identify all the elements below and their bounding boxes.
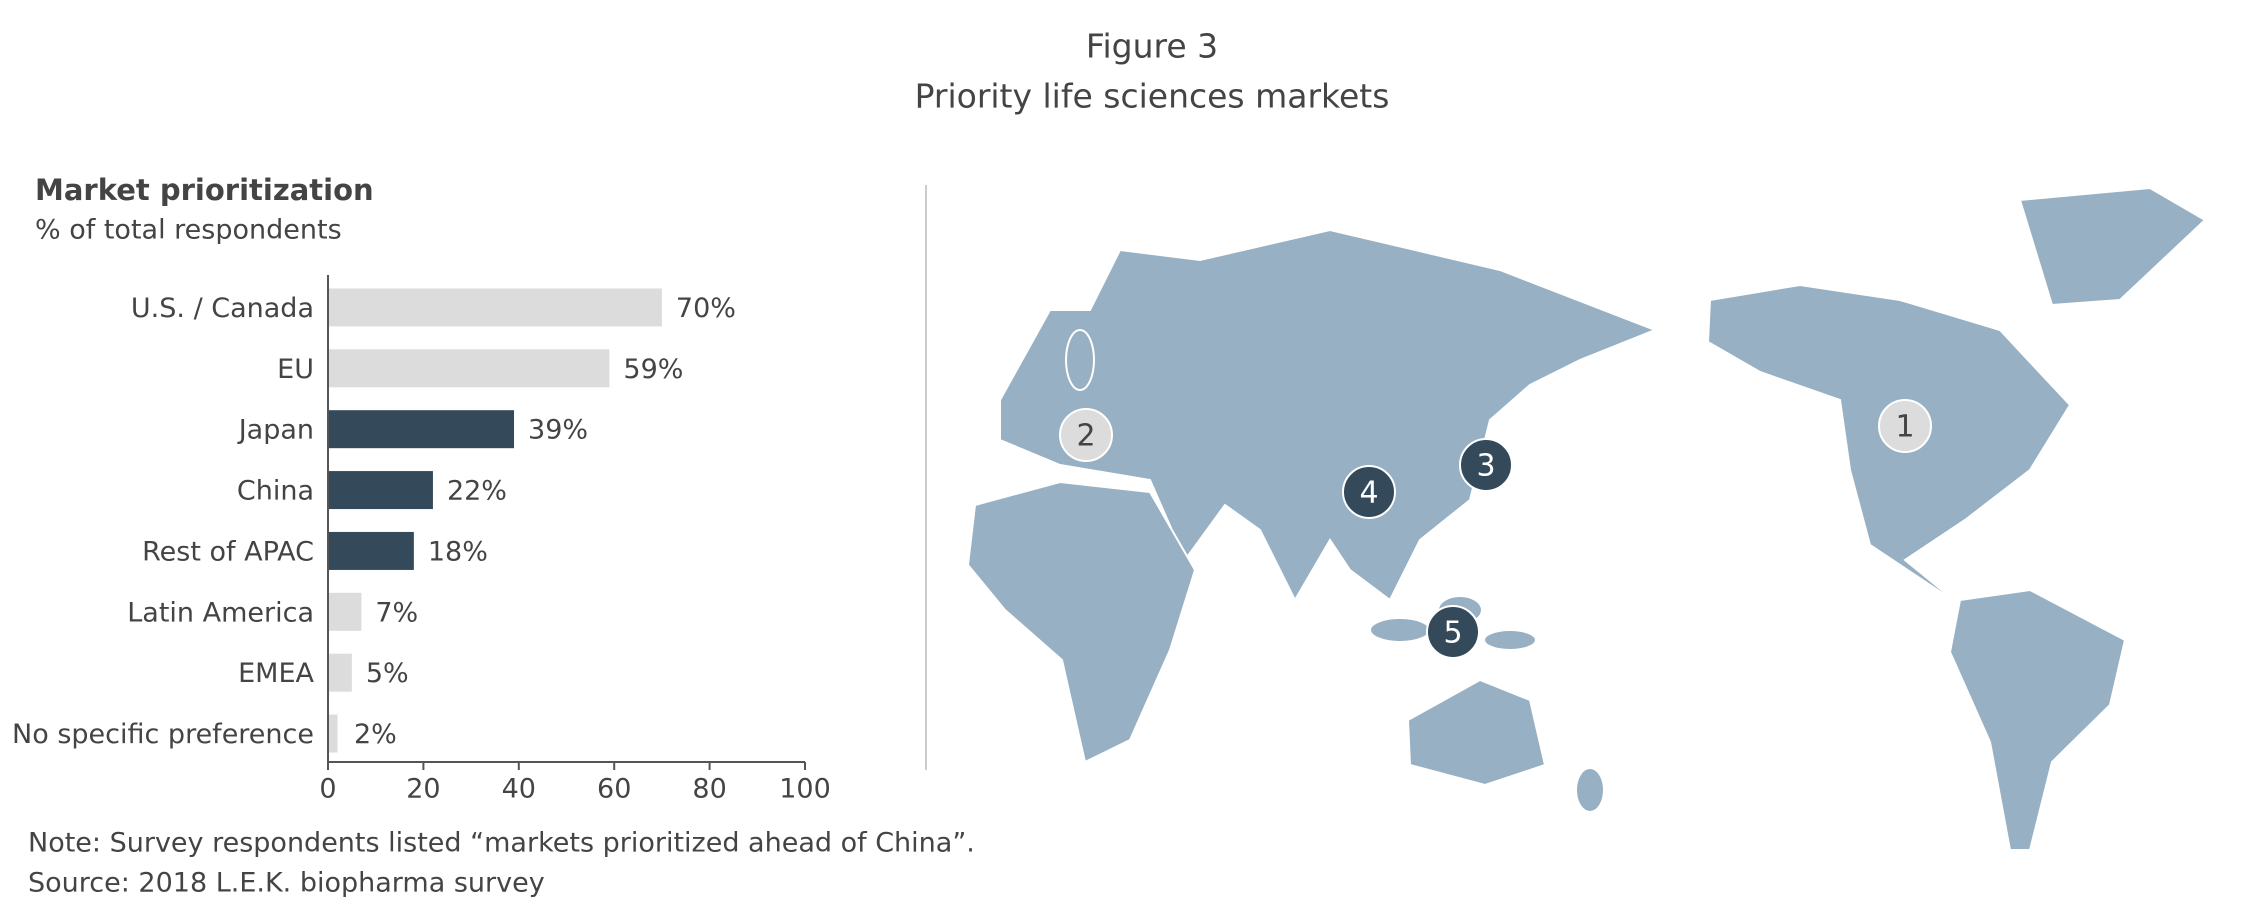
figure-title: Priority life sciences markets [915,77,1390,116]
value-label: 39% [528,415,588,446]
x-tick-label: 80 [692,774,726,805]
source: Source: 2018 L.E.K. biopharma survey [28,868,545,899]
x-tick-label: 100 [779,774,831,805]
map-marker [1426,605,1480,659]
chart-subtitle: % of total respondents [35,215,342,246]
y-tick-label: Latin America [127,597,314,628]
y-tick-label: No specific preference [12,719,314,750]
chart-title: Market prioritization [35,173,374,207]
map-marker [1459,438,1513,492]
y-tick-label: China [237,476,314,507]
y-tick-label: Japan [237,415,314,446]
value-label: 59% [623,354,683,385]
value-label: 18% [428,536,488,567]
map-marker-label: 5 [1443,616,1462,651]
map-marker-label: 2 [1076,419,1095,454]
y-tick-label: EU [277,354,314,385]
y-tick-label: Rest of APAC [142,536,314,567]
bar [328,531,414,570]
value-label: 70% [676,293,736,324]
bar [328,471,433,510]
figure-label: Figure 3 [1086,27,1218,66]
map-marker [1878,399,1932,453]
world-map [966,186,2207,851]
map-marker [1059,408,1113,462]
note: Note: Survey respondents listed “markets… [28,828,975,859]
bar [328,288,662,327]
y-tick-label: EMEA [238,658,314,689]
value-label: 7% [375,597,418,628]
map-marker-label: 3 [1476,449,1495,484]
map-marker-label: 1 [1895,410,1914,445]
bar [328,349,610,388]
x-tick-label: 60 [597,774,631,805]
bar [328,592,362,631]
value-label: 22% [447,476,507,507]
bar [328,714,338,753]
x-tick-label: 0 [319,774,336,805]
map-marker [1342,465,1396,519]
x-tick-label: 20 [406,774,440,805]
value-label: 5% [366,658,409,689]
value-label: 2% [354,719,397,750]
x-tick-label: 40 [502,774,536,805]
bar [328,410,515,449]
map-marker-label: 4 [1359,476,1378,511]
bar [328,653,352,692]
y-tick-label: U.S. / Canada [131,293,314,324]
